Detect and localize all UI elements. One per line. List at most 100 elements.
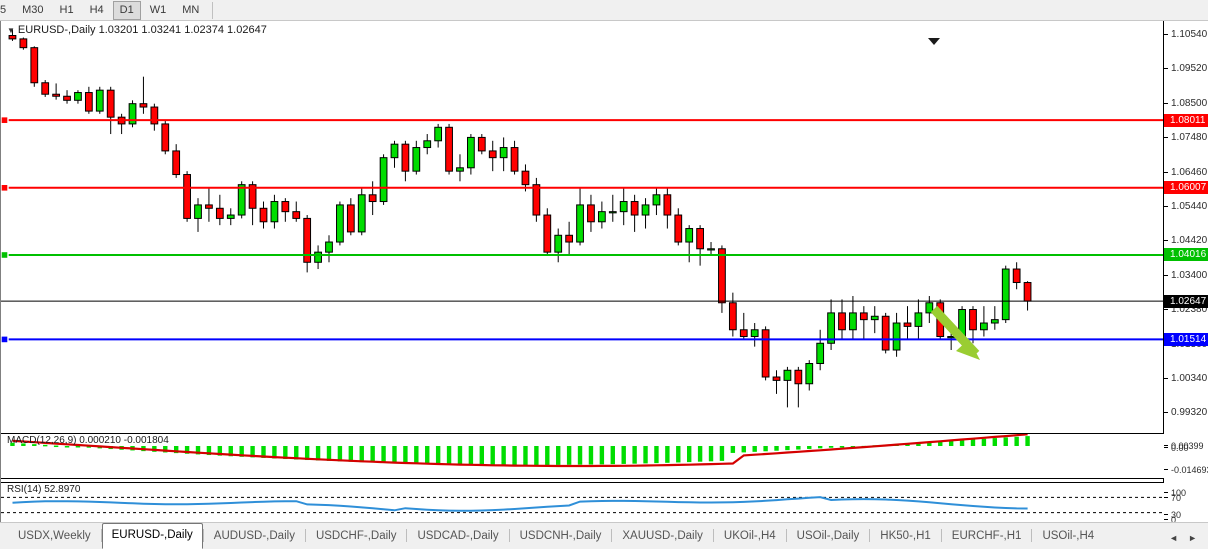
macd-bar (785, 446, 790, 451)
price-badge-resistance[interactable]: 1.08011 (1164, 113, 1208, 127)
macd-bar (850, 446, 856, 448)
candlestick-canvas[interactable] (1, 21, 1164, 500)
candle-body (587, 204, 595, 223)
candle-body (816, 342, 825, 365)
price-tick-1-04420: 1.04420 (1164, 236, 1207, 246)
candle-body (346, 204, 355, 233)
candle-body (84, 92, 93, 112)
candle-body (467, 136, 475, 169)
macd-bar (588, 446, 594, 465)
chart-tab-usdcad--daily[interactable]: USDCAD-,Daily (417, 530, 499, 542)
macd-bar (468, 446, 474, 465)
macd-bar (927, 442, 932, 446)
candle-body (183, 174, 191, 219)
macd-bar (501, 446, 506, 465)
candle-body (663, 194, 672, 216)
chart-tab-usdchf--daily[interactable]: USDCHF-,Daily (315, 530, 397, 542)
timeframe-button-d1[interactable]: D1 (112, 0, 141, 20)
candle-body (532, 184, 541, 216)
chart-tab-usoil--h4[interactable]: USOil-,H4 (1042, 530, 1095, 542)
tab-scroll-controls: ◄ ► (1164, 533, 1208, 549)
candle-body (772, 376, 781, 381)
candle-body (205, 204, 213, 209)
timeframe-button-m30[interactable]: M30 (22, 3, 44, 16)
macd-panel[interactable]: MACD(12,26,9) 0.000210 -0.001804 (1, 433, 1164, 479)
candle-body (1012, 268, 1021, 284)
tab-separator (508, 529, 510, 542)
collapse-caret-icon[interactable]: ▼ (7, 26, 15, 35)
candle-body (674, 214, 683, 243)
macd-bar (839, 446, 845, 448)
price-tick-1-06460: 1.06460 (1164, 167, 1207, 178)
macd-bar (217, 446, 223, 456)
level-handle-target-1-04016[interactable] (1, 250, 9, 260)
tab-scroll-left-icon[interactable]: ◄ (1169, 533, 1179, 543)
price-axis[interactable]: 1.10540 1.09520 1.08500 1.07480 1.06460 1.054… (1163, 21, 1208, 525)
tab-separator (1031, 529, 1033, 542)
arrow-head (956, 339, 980, 360)
timeframe-button-w1[interactable]: W1 (149, 3, 167, 16)
chart-tab-usoil--daily[interactable]: USOil-,Daily (796, 530, 860, 542)
tab-scroll-right-icon[interactable]: ► (1188, 533, 1197, 543)
timeframe-button-h1[interactable]: H1 (59, 3, 74, 16)
candle-body (914, 312, 923, 327)
candle-body (630, 201, 639, 216)
macd-bar (1025, 436, 1030, 446)
chart-tab-audusd--daily[interactable]: AUDUSD-,Daily (213, 530, 295, 542)
level-handle-support-1-01514[interactable] (1, 335, 9, 344)
candle-body (685, 228, 694, 243)
timeframe-button-h4[interactable]: H4 (89, 3, 104, 16)
price-badge-resistance[interactable]: 1.06007 (1164, 181, 1208, 195)
price-badge-support[interactable]: 1.01514 (1164, 332, 1208, 346)
macd-bar (741, 446, 746, 453)
candle-body (707, 248, 715, 251)
indicator-tick-0: 0.00399 (1164, 441, 1204, 451)
candle-body (521, 170, 530, 186)
candle-body (161, 123, 170, 152)
down-arrow-annotation[interactable] (930, 305, 980, 360)
chart-tab-usdx-weekly[interactable]: USDX,Weekly (18, 530, 91, 542)
candle-body (619, 201, 628, 213)
macd-bar (32, 444, 37, 446)
chart-tab-usdcnh--daily[interactable]: USDCNH-,Daily (519, 530, 602, 542)
rsi-line (12, 496, 1028, 512)
timeframe-button-mn[interactable]: MN (182, 3, 200, 16)
macd-bar (676, 446, 681, 463)
candle-body (696, 228, 704, 250)
level-handle-resistance-1-08011[interactable] (1, 115, 9, 125)
macd-bar (446, 446, 452, 465)
chart-tab-hk50--h1[interactable]: HK50-,H1 (880, 530, 931, 542)
macd-bar (272, 446, 277, 459)
macd-bar (632, 446, 637, 464)
rsi-panel[interactable]: RSI(14) 52.8970 (1, 482, 1164, 526)
indicator-tick-3: 100 (1164, 488, 1186, 498)
price-badge-last-price[interactable]: 1.02647 (1164, 294, 1208, 308)
chart-tab-eurchf--h1[interactable]: EURCHF-,H1 (951, 530, 1022, 542)
macd-bar (348, 446, 354, 462)
timeframe-button-5[interactable]: 5 (0, 3, 7, 16)
price-plot[interactable] (1, 21, 1164, 500)
macd-bar (381, 446, 386, 463)
macd-bar (523, 446, 528, 465)
macd-bar (75, 446, 81, 448)
macd-bar (763, 446, 768, 452)
candle-body (226, 214, 235, 219)
level-handle-resistance-1-06007[interactable] (1, 183, 9, 193)
chart-tab-eurusd--daily[interactable]: EURUSD-,Daily (101, 523, 203, 549)
candle-body (969, 309, 977, 331)
candle-body (499, 147, 508, 159)
candle-body (827, 312, 835, 344)
tab-separator (202, 529, 204, 542)
chart-tab-ukoil--h4[interactable]: UKOil-,H4 (723, 530, 776, 542)
macd-bar (403, 446, 408, 464)
macd-label: MACD(12,26,9) 0.000210 -0.001804 (7, 435, 169, 446)
macd-bar (828, 446, 834, 448)
macd-bar (719, 446, 725, 461)
candle-body (401, 143, 410, 172)
price-badge-target[interactable]: 1.04016 (1164, 248, 1208, 262)
macd-bar (261, 446, 266, 458)
candle-body (925, 302, 934, 314)
chart-tab-xauusd--daily[interactable]: XAUUSD-,Daily (622, 530, 703, 542)
candle-body (8, 35, 17, 40)
candle-body (445, 126, 453, 172)
